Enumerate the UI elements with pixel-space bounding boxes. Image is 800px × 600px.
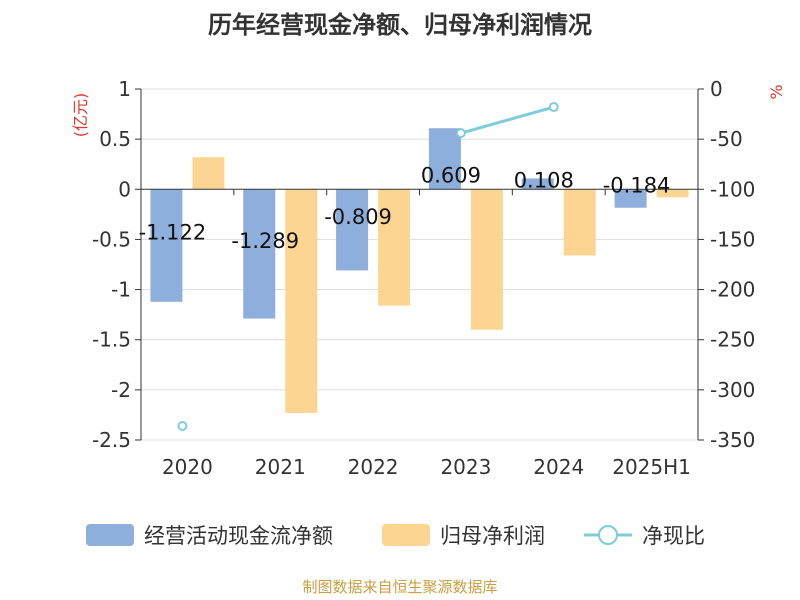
right-axis-label: % [767, 84, 786, 99]
bar-cashflow-2022 [336, 189, 369, 271]
right-tick-label: -200 [710, 278, 755, 302]
right-tick-label: -250 [710, 328, 755, 352]
legend-swatch-cashflow [86, 524, 134, 546]
data-label-cashflow: -0.809 [324, 205, 392, 229]
right-tick-label: 0 [710, 77, 723, 101]
right-tick-label: -100 [710, 177, 755, 201]
legend-label-ratio: 净现比 [642, 524, 705, 548]
left-tick-label: -0.5 [92, 227, 131, 251]
bar-cashflow-2025H1 [614, 189, 647, 208]
left-tick-label: -2.5 [92, 428, 131, 452]
category-label: 2023 [440, 455, 491, 479]
right-tick-label: -300 [710, 378, 755, 402]
left-tick-label: 1 [118, 77, 131, 101]
legend-swatch-profit [382, 524, 430, 546]
bar-profit-2024 [563, 189, 596, 256]
bar-cashflow-2023 [428, 128, 461, 190]
category-label: 2025H1 [612, 455, 691, 479]
bar-profit-2023 [470, 189, 503, 330]
bars [150, 128, 689, 413]
bar-cashflow-2020 [150, 189, 183, 302]
category-label: 2020 [162, 455, 213, 479]
source-note: 制图数据来自恒生聚源数据库 [302, 578, 497, 596]
left-tick-label: -1.5 [92, 328, 131, 352]
right-tick-label: -150 [710, 227, 755, 251]
left-axis-label: (亿元) [71, 93, 90, 138]
left-tick-label: -2 [111, 378, 131, 402]
legend-label-profit: 归母净利润 [440, 524, 545, 548]
ratio-line [177, 102, 559, 431]
right-tick-label: -50 [710, 127, 743, 151]
bar-profit-2021 [285, 189, 318, 413]
legend-label-cashflow: 经营活动现金流净额 [144, 524, 333, 548]
bar-cashflow-2024 [521, 178, 554, 190]
grid-lines [141, 88, 698, 441]
bar-profit-2020 [192, 157, 225, 190]
data-label-cashflow: -1.289 [231, 229, 299, 253]
chart-title: 历年经营现金净额、归母净利润情况 [208, 11, 592, 39]
axes: 1 0.5 0 -0.5 -1 -1.5 -2 -2.5 0 -50 -100 -150 -200 -25… [92, 77, 755, 479]
data-label-cashflow: -1.122 [139, 221, 207, 245]
ratio-point-2020 [177, 420, 188, 431]
category-label: 2022 [348, 455, 399, 479]
bar-profit-2025H1 [656, 189, 689, 198]
legend-marker-ratio [598, 525, 618, 545]
data-label-cashflow: 0.108 [514, 168, 574, 192]
category-label: 2021 [255, 455, 306, 479]
data-labels: -1.122 -1.289 -0.809 0.609 0.108 -0.184 [139, 164, 671, 253]
data-label-cashflow: 0.609 [421, 164, 481, 188]
legend: 经营活动现金流净额 归母净利润 净现比 [86, 524, 705, 548]
data-label-cashflow: -0.184 [603, 174, 671, 198]
left-tick-label: 0.5 [99, 127, 131, 151]
left-tick-label: 0 [118, 177, 131, 201]
category-label: 2024 [533, 455, 584, 479]
bar-profit-2022 [378, 189, 411, 306]
right-tick-label: -350 [710, 428, 755, 452]
bar-cashflow-2021 [243, 189, 276, 319]
left-tick-label: -1 [111, 278, 131, 302]
ratio-point-2024 [548, 102, 559, 113]
ratio-line-segment [460, 105, 555, 135]
ratio-point-2023 [455, 128, 466, 139]
